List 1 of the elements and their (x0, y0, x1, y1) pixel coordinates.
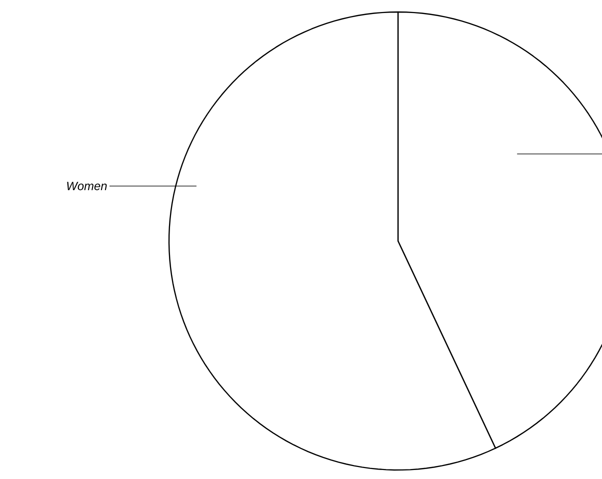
slice-label: Women (67, 182, 107, 190)
